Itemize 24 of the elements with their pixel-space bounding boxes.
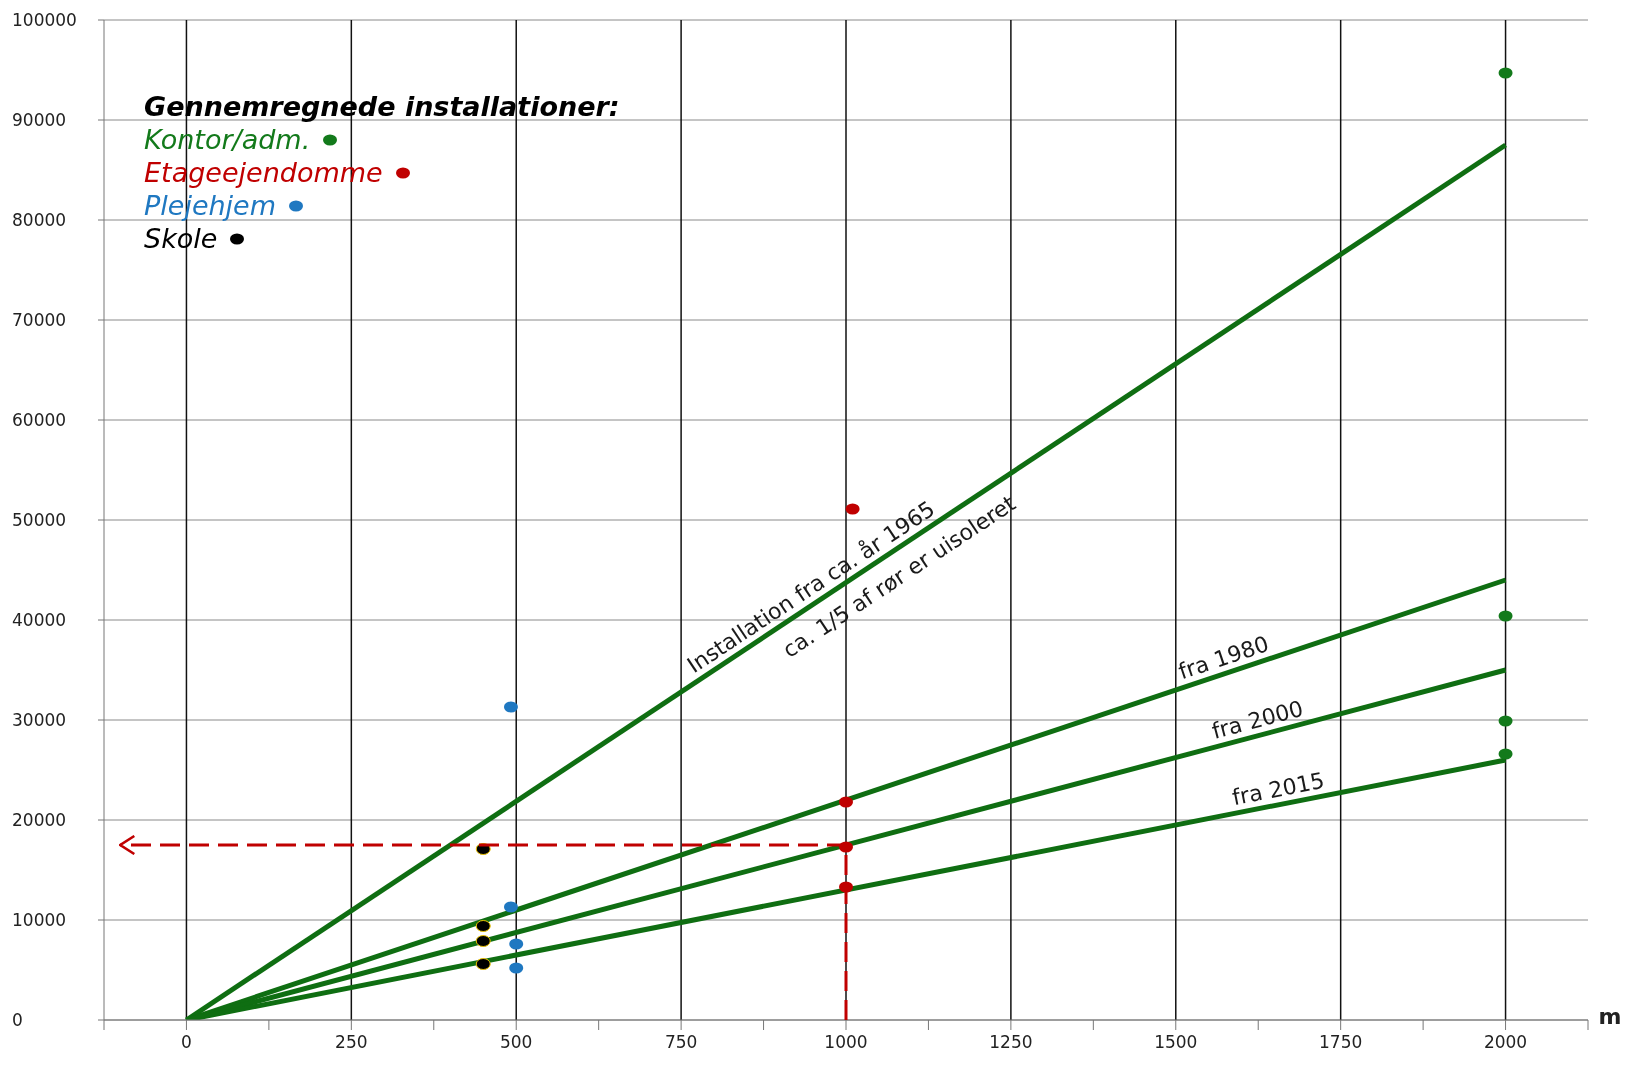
x-tick-label: 2000 xyxy=(1483,1032,1528,1053)
y-tick-label: 60000 xyxy=(12,410,67,431)
x-tick-label: 1500 xyxy=(1154,1032,1198,1053)
y-tick-label: 30000 xyxy=(12,710,67,731)
x-tick-label: 750 xyxy=(664,1032,698,1053)
x-tick-label: 1750 xyxy=(1319,1032,1363,1053)
y-tick-label: 40000 xyxy=(12,610,67,631)
x-tick-label: 1000 xyxy=(824,1032,868,1053)
y-tick-label: 80000 xyxy=(12,210,67,231)
y-tick-label: 70000 xyxy=(12,310,67,331)
y-tick-label: 20000 xyxy=(12,810,67,831)
annotation: fra 2015 xyxy=(1230,767,1327,811)
text: m xyxy=(1598,1004,1622,1029)
x-tick-label: 500 xyxy=(500,1032,533,1053)
y-tick-label: 50000 xyxy=(12,510,67,531)
y-tick-label: 100000 xyxy=(12,10,77,31)
x-tick-label: 0 xyxy=(181,1032,192,1053)
y-tick-label: 90000 xyxy=(12,110,67,131)
annotation: fra 1980 xyxy=(1175,631,1272,685)
x-tick-label: 1250 xyxy=(989,1032,1033,1053)
y-tick-label: 0 xyxy=(12,1010,23,1031)
y-tick-label: 10000 xyxy=(12,910,67,931)
x-tick-label: 250 xyxy=(335,1032,368,1053)
annotation: fra 2000 xyxy=(1209,695,1306,744)
